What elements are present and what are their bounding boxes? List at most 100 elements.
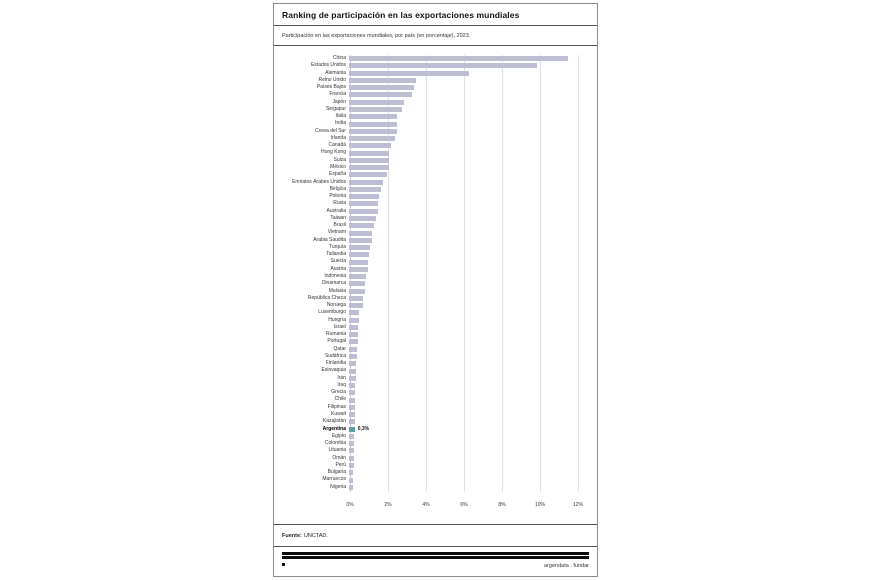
bar-row-egipto: Egipto — [274, 433, 597, 440]
country-label: Tailandia — [326, 251, 346, 258]
country-label: Canadá — [328, 142, 346, 149]
bar-row-jap-n: Japón — [274, 99, 597, 106]
bar-track — [349, 354, 577, 360]
country-label: Vietnam — [327, 229, 346, 236]
bar — [349, 339, 358, 345]
source-footer: Fuente: UNCTAD. — [274, 524, 597, 546]
bar-track — [349, 346, 577, 352]
chart-title: Ranking de participación en las exportac… — [282, 9, 520, 20]
bar-row-eslovaquia: Eslovaquia — [274, 367, 597, 374]
country-label: Rusia — [333, 200, 346, 207]
bar-track — [349, 441, 577, 447]
bar-row-ir-n: Irán — [274, 375, 597, 382]
bar-row-noruega: Noruega — [274, 302, 597, 309]
bar — [349, 317, 360, 323]
bar-track — [349, 390, 577, 396]
bar-track — [349, 114, 577, 120]
bar-track — [349, 397, 577, 403]
bar-track — [349, 310, 577, 316]
bar-chart: China Estados Unidos Alemania Reino Unido Pa… — [274, 46, 597, 524]
country-label: Finlandia — [325, 360, 346, 367]
x-tick-label: 10% — [534, 502, 546, 508]
country-label: Austria — [330, 265, 346, 272]
bar — [349, 223, 374, 229]
bar-track — [349, 375, 577, 381]
country-label: Corea del Sur — [315, 127, 346, 134]
bar — [349, 92, 412, 98]
bar — [349, 324, 359, 330]
bar-row-vietnam: Vietnam — [274, 229, 597, 236]
country-label: Iraq — [337, 381, 346, 388]
bar-track — [349, 317, 577, 323]
bar — [349, 281, 366, 287]
bar-track — [349, 106, 577, 112]
country-label: Portugal — [327, 338, 346, 345]
country-label: Irlanda — [330, 134, 346, 141]
bar — [349, 470, 354, 476]
card-subheader: Participación en las exportaciones mundi… — [274, 26, 597, 46]
country-label: Malasia — [328, 287, 346, 294]
country-label: Kuwait — [330, 411, 346, 418]
bar-row-suiza: Suiza — [274, 157, 597, 164]
bar-row-suecia: Suecia — [274, 258, 597, 265]
bar-track — [349, 179, 577, 185]
bar-highlighted — [349, 426, 355, 432]
bar-row-francia: Francia — [274, 91, 597, 98]
bar-row-canad-: Canadá — [274, 142, 597, 149]
brand-dot — [282, 563, 285, 566]
bar-row-corea-del-sur: Corea del Sur — [274, 128, 597, 135]
gridline-2 — [387, 55, 389, 492]
bar-track — [349, 288, 577, 294]
bar — [349, 237, 372, 243]
bar-track — [349, 194, 577, 200]
x-tick-label: 2% — [384, 502, 392, 508]
country-label: Qatar — [333, 345, 346, 352]
bar-row-bulgaria: Bulgaria — [274, 469, 597, 476]
bar-row-finlandia: Finlandia — [274, 360, 597, 367]
bar-row-lituania: Lituania — [274, 447, 597, 454]
bar-track — [349, 99, 577, 105]
bar-row-kuwait: Kuwait — [274, 411, 597, 418]
bar — [349, 201, 378, 207]
bar-row-singapur: Singapur — [274, 106, 597, 113]
gridline-4 — [425, 55, 427, 492]
bar — [349, 295, 364, 301]
bar-row-espa-a: España — [274, 171, 597, 178]
bar-track — [349, 136, 577, 142]
bar-row-italia: Italia — [274, 113, 597, 120]
bar-track — [349, 92, 577, 98]
country-label: Hungría — [328, 316, 346, 323]
bar-track — [349, 237, 577, 243]
gridline-6 — [464, 55, 465, 492]
bar-row-m-xico: México — [274, 164, 597, 171]
country-label: Rumania — [325, 331, 346, 338]
bar-row-pa-ses-bajos: Países Bajos — [274, 84, 597, 91]
bar-row-dinamarca: Dinamarca — [274, 280, 597, 287]
bar-row-austria: Austria — [274, 266, 597, 273]
country-label: Australia — [326, 207, 346, 214]
bar-track — [349, 266, 577, 272]
bar-track — [349, 56, 577, 62]
country-label: República Checa — [307, 294, 346, 301]
bar-track — [349, 208, 577, 214]
bar — [349, 383, 356, 389]
bar-track — [349, 484, 577, 490]
bar — [349, 128, 397, 134]
bar — [349, 397, 356, 403]
bar-track — [349, 186, 577, 192]
bar — [349, 455, 354, 461]
bar-track — [349, 85, 577, 91]
bar-track — [349, 477, 577, 483]
bar-track — [349, 448, 577, 454]
bar — [349, 85, 414, 91]
bar — [349, 477, 354, 483]
bar — [349, 266, 368, 272]
gridline-8 — [501, 55, 503, 492]
chart-card: Ranking de participación en las exportac… — [273, 3, 598, 577]
bar — [349, 136, 395, 142]
bar — [349, 354, 357, 360]
bar — [349, 412, 355, 418]
country-label: Singapur — [325, 105, 346, 112]
country-label: Brasil — [333, 222, 346, 229]
bar-track — [349, 230, 577, 236]
